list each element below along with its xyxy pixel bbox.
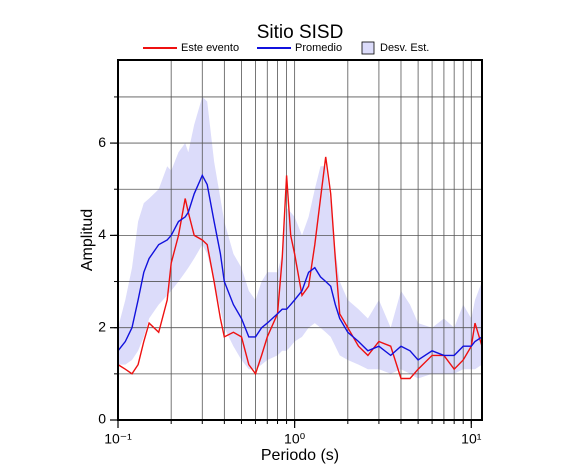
series-line xyxy=(117,156,483,380)
x-axis-label: Periodo (s) xyxy=(261,447,339,464)
y-tick-label: 0 xyxy=(98,411,106,427)
legend-label: Desv. Est. xyxy=(380,42,429,54)
std-band xyxy=(118,96,482,379)
chart-title: Sitio SISD xyxy=(257,22,344,43)
legend-label: Este evento xyxy=(181,42,239,54)
y-tick-label: 2 xyxy=(98,318,106,334)
legend-swatch xyxy=(361,41,375,55)
x-tick-label: 10⁰ xyxy=(284,431,306,447)
plot-frame xyxy=(117,59,483,421)
y-tick-label: 4 xyxy=(98,226,106,242)
y-axis-label: Amplitud xyxy=(79,209,96,271)
legend-label: Promedio xyxy=(295,42,342,54)
y-tick-label: 6 xyxy=(98,134,106,150)
x-tick-label: 10¹ xyxy=(461,431,482,447)
series-line xyxy=(117,173,483,361)
x-tick-label: 10⁻¹ xyxy=(104,431,132,447)
